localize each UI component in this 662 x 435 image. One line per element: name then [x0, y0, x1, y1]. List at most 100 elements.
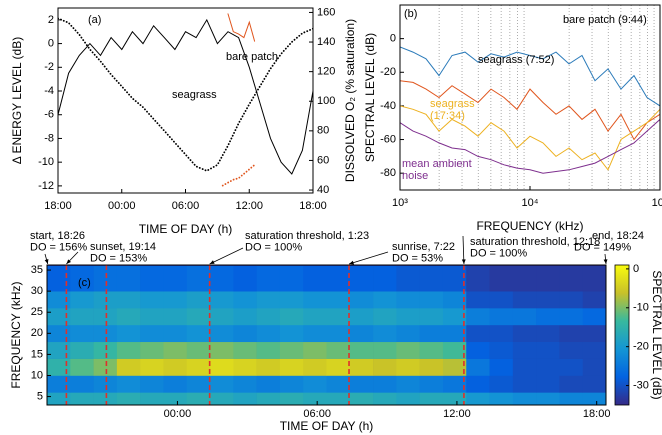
heat-cell: [326, 375, 351, 393]
y-axis-label: FREQUENCY (kHz): [9, 281, 23, 388]
dotted-line: [58, 17, 313, 172]
heat-cell: [326, 358, 351, 376]
annotation: DO = 153%: [90, 252, 147, 264]
arrow-head: [66, 259, 72, 264]
heat-cell: [210, 341, 234, 359]
heat-cell: [279, 375, 304, 393]
heat-cell: [47, 291, 71, 309]
heat-cell: [93, 375, 118, 393]
heat-cell: [93, 358, 118, 376]
heat-cell: [582, 324, 606, 343]
x-tick-label: 00:00: [108, 200, 136, 212]
heat-cell: [303, 392, 327, 405]
series-label: seagrass (17:34): [430, 98, 475, 122]
heat-cell: [93, 265, 118, 292]
heat-cell: [536, 375, 560, 393]
heat-cell: [70, 324, 94, 343]
heat-cell: [233, 358, 257, 376]
y-tick-label: 2: [48, 14, 54, 26]
heat-cell: [536, 308, 560, 326]
heat-cell: [233, 375, 257, 393]
y-tick-label: 30: [31, 285, 43, 297]
annotation-arrow: [209, 247, 244, 265]
heat-cell: [512, 324, 537, 343]
colorbar-tick-label: 0: [633, 263, 639, 275]
x-axis-label: FREQUENCY (kHz): [476, 219, 583, 233]
heat-cell: [442, 291, 467, 309]
heat-cell: [512, 265, 537, 292]
series-line: [227, 13, 256, 42]
heat-cell: [210, 291, 234, 309]
heat-cell: [373, 375, 397, 393]
heat-cell: [373, 324, 397, 343]
x-axis-label: TIME OF DAY (h): [280, 419, 374, 433]
heat-cell: [582, 291, 606, 309]
y-tick-label: -20: [380, 66, 396, 78]
heat-cell: [489, 324, 514, 343]
y-tick-label: -8: [44, 132, 54, 144]
heat-cell: [163, 341, 188, 359]
plot-frame: [57, 7, 314, 194]
heat-cell: [210, 308, 234, 326]
heat-cell: [303, 341, 327, 359]
heat-cell: [93, 341, 118, 359]
heat-cell: [536, 324, 560, 343]
heat-cell: [349, 341, 374, 359]
heat-cell: [326, 324, 351, 343]
series-group: [400, 46, 660, 174]
series-label: bare patch (9:44): [563, 14, 647, 26]
heat-cell: [47, 392, 71, 405]
heat-cell: [233, 265, 257, 292]
heat-cell: [536, 341, 560, 359]
annotation: DO = 156%: [30, 241, 87, 253]
panel-label: (b): [404, 8, 417, 20]
heat-cell: [419, 341, 444, 359]
heat-cell: [186, 392, 211, 405]
heat-cell: [512, 308, 537, 326]
heat-cell: [47, 308, 71, 326]
heat-cell: [512, 375, 537, 393]
heat-cell: [116, 324, 141, 343]
y2-tick-label: 40: [317, 184, 329, 196]
heat-cell: [70, 375, 94, 393]
heat-cell: [349, 375, 374, 393]
y-tick-label: 0: [390, 33, 396, 45]
series-label: mean ambient noise: [402, 158, 472, 182]
cells: [47, 265, 606, 405]
heat-cell: [47, 358, 71, 376]
heat-cell: [140, 375, 164, 393]
heat-cell: [419, 392, 444, 405]
heat-cell: [396, 291, 420, 309]
y-tick-label: -6: [44, 109, 54, 121]
heat-cell: [349, 291, 374, 309]
heat-cell: [373, 291, 397, 309]
annotation: sunset, 19:14: [90, 241, 156, 253]
heat-cell: [466, 341, 490, 359]
series-label-box: mean ambient noise: [402, 158, 472, 182]
heat-cell: [279, 265, 304, 292]
heat-cell: [559, 265, 584, 292]
heat-cell: [279, 291, 304, 309]
heat-cell: [349, 324, 374, 343]
heat-cell: [536, 265, 560, 292]
heat-cell: [186, 308, 211, 326]
y2-tick-label: 100: [317, 95, 335, 107]
y-tick-label: -4: [44, 85, 54, 97]
heat-cell: [582, 358, 606, 376]
series-line: [400, 105, 660, 171]
heat-cell: [233, 392, 257, 405]
annotation: sunrise, 7:22: [392, 241, 455, 253]
heat-cell: [70, 265, 94, 292]
heat-cell: [442, 341, 467, 359]
colorbar: [614, 264, 630, 406]
heat-cell: [233, 308, 257, 326]
series-line: [58, 18, 313, 175]
heat-cell: [116, 375, 141, 393]
heat-cell: [419, 358, 444, 376]
heat-cell: [489, 265, 514, 292]
heat-cell: [559, 324, 584, 343]
series-group: [58, 13, 313, 187]
heat-cell: [326, 308, 351, 326]
annotation: DO = 100%: [470, 247, 527, 259]
